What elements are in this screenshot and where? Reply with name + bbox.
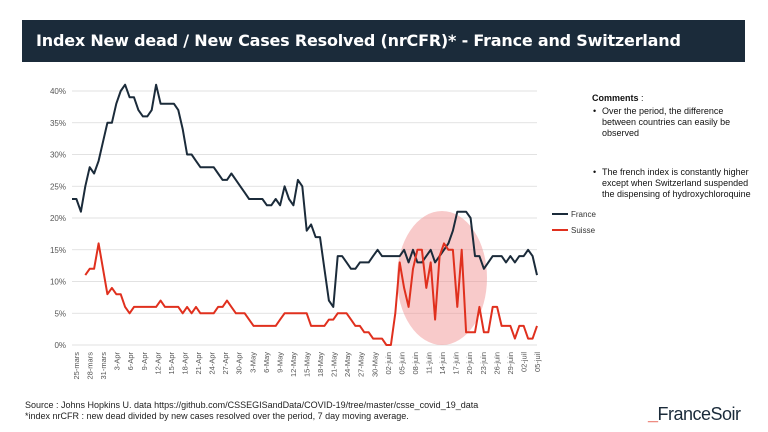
highlight-ellipse bbox=[397, 211, 487, 345]
series-line-france bbox=[72, 83, 538, 308]
y-tick-label: 5% bbox=[54, 309, 66, 318]
comments-panel: Comments : Over the period, the differen… bbox=[592, 93, 752, 228]
series-line-suisse bbox=[84, 242, 538, 346]
x-tick-label: 24-May bbox=[343, 352, 352, 377]
x-tick-label: 05-juin bbox=[397, 352, 406, 375]
x-tick-label: 30-May bbox=[370, 352, 379, 377]
x-tick-label: 05-juil bbox=[533, 352, 542, 372]
x-tick-label: 08-juin bbox=[411, 352, 420, 375]
x-tick-label: 11-juin bbox=[425, 352, 434, 374]
x-tick-label: 30-Apr bbox=[235, 352, 244, 375]
x-tick-label: 12-Apr bbox=[153, 352, 162, 375]
logo-text: FranceSoir bbox=[657, 404, 742, 424]
x-tick-label: 9-Apr bbox=[140, 352, 149, 371]
francesoir-logo: _FranceSoir bbox=[648, 404, 741, 425]
legend-label: Suisse bbox=[571, 226, 596, 235]
x-tick-label: 6-May bbox=[262, 352, 271, 373]
page-title: Index New dead / New Cases Resolved (nrC… bbox=[36, 31, 681, 50]
x-tick-label: 31-mars bbox=[99, 352, 108, 380]
x-tick-label: 25-mars bbox=[72, 352, 81, 380]
x-tick-label: 02-juil bbox=[519, 352, 528, 372]
x-tick-label: 12-May bbox=[289, 352, 298, 377]
y-tick-label: 15% bbox=[50, 246, 66, 255]
y-tick-label: 25% bbox=[50, 182, 66, 191]
source-note: Source : Johns Hopkins U. data https://g… bbox=[25, 400, 479, 410]
x-tick-label: 20-juin bbox=[465, 352, 474, 375]
y-tick-label: 40% bbox=[50, 87, 66, 96]
x-tick-label: 24-Apr bbox=[208, 352, 217, 375]
y-tick-label: 10% bbox=[50, 278, 66, 287]
y-tick-label: 35% bbox=[50, 119, 66, 128]
x-tick-label: 14-juin bbox=[438, 352, 447, 375]
title-bar: Index New dead / New Cases Resolved (nrC… bbox=[22, 20, 745, 62]
comments-list: Over the period, the difference between … bbox=[592, 106, 752, 200]
x-tick-label: 3-May bbox=[248, 352, 257, 373]
x-tick-label: 26-juin bbox=[492, 352, 501, 375]
x-tick-label: 27-May bbox=[357, 352, 366, 377]
x-tick-label: 18-May bbox=[316, 352, 325, 377]
x-tick-label: 17-juin bbox=[452, 352, 461, 375]
x-tick-label: 21-May bbox=[330, 352, 339, 377]
x-tick-label: 15-Apr bbox=[167, 352, 176, 375]
x-tick-label: 15-May bbox=[303, 352, 312, 377]
comments-title-suffix: : bbox=[638, 93, 644, 103]
x-tick-label: 29-juin bbox=[506, 352, 515, 375]
logo-dash: _ bbox=[648, 404, 658, 424]
comment-item: Over the period, the difference between … bbox=[592, 106, 752, 139]
x-tick-label: 3-Apr bbox=[113, 352, 122, 371]
comments-title: Comments bbox=[592, 93, 639, 103]
x-tick-label: 18-Apr bbox=[180, 352, 189, 375]
x-tick-label: 02-juin bbox=[384, 352, 393, 375]
x-tick-label: 28-mars bbox=[86, 352, 95, 380]
x-tick-label: 23-juin bbox=[479, 352, 488, 375]
y-tick-label: 0% bbox=[54, 341, 66, 350]
x-tick-label: 6-Apr bbox=[126, 352, 135, 371]
index-footnote: *index nrCFR : new dead divided by new c… bbox=[25, 411, 409, 421]
comment-item: The french index is constantly higher ex… bbox=[592, 167, 752, 200]
footer: Source : Johns Hopkins U. data https://g… bbox=[25, 400, 478, 422]
y-tick-label: 20% bbox=[50, 214, 66, 223]
y-tick-label: 30% bbox=[50, 151, 66, 160]
x-tick-label: 27-Apr bbox=[221, 352, 230, 375]
x-tick-label: 21-Apr bbox=[194, 352, 203, 375]
legend-label: France bbox=[571, 210, 596, 219]
x-tick-label: 9-May bbox=[275, 352, 284, 373]
